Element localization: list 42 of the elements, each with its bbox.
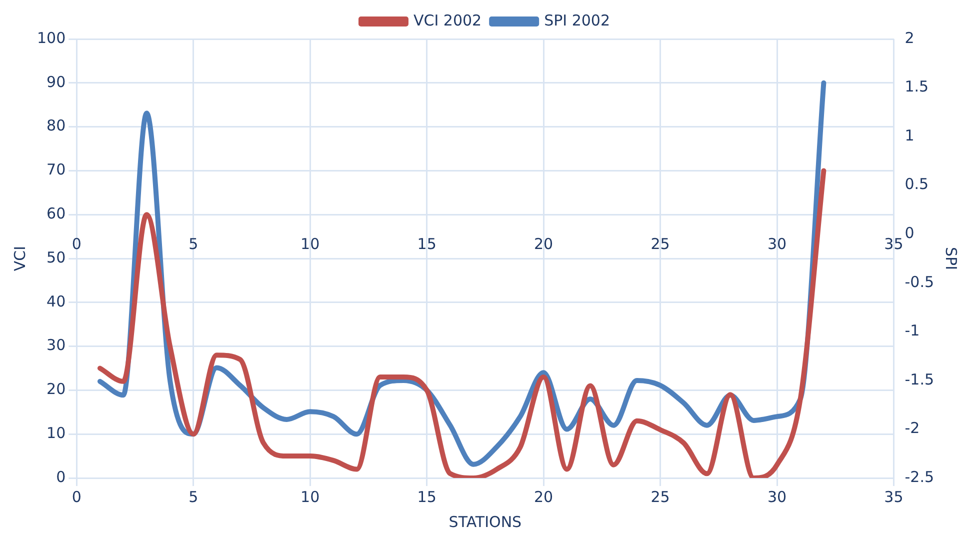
y-tick-label: 10 bbox=[46, 424, 66, 442]
x-tick-label: 20 bbox=[534, 488, 554, 506]
x-axis-title: STATIONS bbox=[448, 512, 522, 531]
y-tick-label: 50 bbox=[46, 248, 66, 266]
y-tick-label: 20 bbox=[46, 380, 66, 398]
y2-tick-label: -2.5 bbox=[904, 468, 934, 486]
y-tick-label: 0 bbox=[56, 468, 66, 486]
y2-tick-label: -1.5 bbox=[904, 370, 934, 388]
x2-tick-label: 5 bbox=[188, 235, 198, 253]
y-tick-label: 80 bbox=[46, 116, 66, 135]
x2-tick-label: 10 bbox=[300, 235, 320, 253]
y2-tick-label: -2 bbox=[904, 419, 920, 438]
y-axis-title: VCI bbox=[10, 246, 29, 272]
x-tick-label: 5 bbox=[188, 488, 198, 506]
x-tick-label: 25 bbox=[650, 488, 670, 506]
x2-tick-label: 35 bbox=[884, 235, 904, 253]
x2-tick-label: 0 bbox=[72, 235, 82, 253]
y-tick-label: 30 bbox=[46, 336, 66, 354]
y2-tick-label: -1 bbox=[904, 322, 920, 340]
y2-tick-label: 1.5 bbox=[904, 78, 929, 96]
y-tick-label: 60 bbox=[46, 204, 66, 222]
x-tick-label: 35 bbox=[884, 488, 904, 506]
y2-tick-label: -0.5 bbox=[904, 272, 934, 291]
y-tick-label: 100 bbox=[36, 28, 66, 47]
x2-tick-label: 25 bbox=[650, 235, 670, 253]
x-tick-label: 10 bbox=[300, 488, 320, 506]
x2-tick-label: 30 bbox=[767, 235, 787, 253]
y-tick-label: 90 bbox=[46, 72, 66, 91]
x-tick-label: 30 bbox=[767, 488, 787, 506]
legend-label: SPI 2002 bbox=[544, 11, 610, 30]
x-tick-label: 0 bbox=[72, 488, 82, 506]
x-tick-label: 15 bbox=[417, 488, 436, 506]
y2-tick-label: 2 bbox=[904, 28, 914, 47]
y-tick-label: 40 bbox=[46, 292, 66, 310]
x2-tick-label: 20 bbox=[534, 235, 554, 253]
legend-label: VCI 2002 bbox=[413, 11, 482, 30]
y2-axis-title: SPI bbox=[942, 247, 960, 270]
y2-tick-label: 0 bbox=[904, 224, 914, 242]
y-tick-label: 70 bbox=[46, 160, 66, 179]
y2-tick-label: 0.5 bbox=[904, 175, 929, 194]
y2-tick-label: 1 bbox=[904, 126, 914, 144]
x2-tick-label: 15 bbox=[417, 235, 436, 253]
